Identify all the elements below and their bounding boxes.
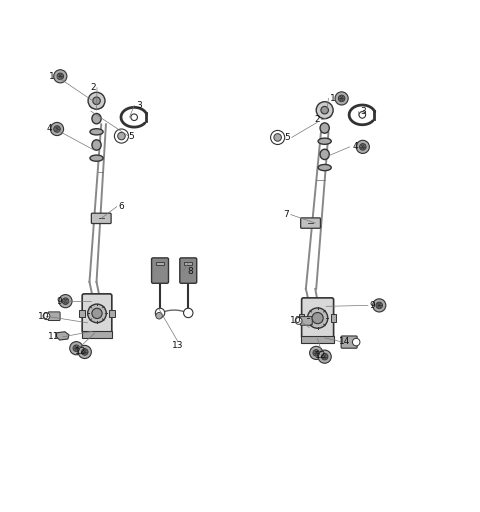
Text: 5: 5 bbox=[128, 132, 134, 141]
Circle shape bbox=[93, 97, 100, 104]
Circle shape bbox=[82, 349, 88, 355]
Circle shape bbox=[54, 70, 67, 83]
Text: 1: 1 bbox=[330, 94, 336, 103]
Text: 5: 5 bbox=[284, 133, 290, 142]
Ellipse shape bbox=[92, 140, 101, 150]
Circle shape bbox=[70, 342, 83, 355]
Circle shape bbox=[338, 95, 345, 102]
Bar bbox=[184, 262, 192, 265]
FancyBboxPatch shape bbox=[341, 336, 357, 348]
Text: 12: 12 bbox=[315, 351, 326, 360]
FancyBboxPatch shape bbox=[48, 312, 60, 321]
Circle shape bbox=[78, 346, 91, 358]
Circle shape bbox=[43, 313, 50, 319]
Circle shape bbox=[295, 317, 302, 324]
Ellipse shape bbox=[92, 114, 101, 124]
Ellipse shape bbox=[320, 123, 329, 133]
Circle shape bbox=[114, 129, 129, 143]
Circle shape bbox=[54, 126, 60, 132]
Text: 9: 9 bbox=[56, 296, 62, 306]
Circle shape bbox=[57, 73, 63, 79]
Circle shape bbox=[271, 131, 285, 144]
Circle shape bbox=[352, 338, 360, 346]
Circle shape bbox=[274, 134, 281, 141]
Circle shape bbox=[318, 350, 331, 363]
Circle shape bbox=[50, 122, 63, 136]
Ellipse shape bbox=[318, 138, 331, 144]
Circle shape bbox=[321, 106, 328, 114]
FancyBboxPatch shape bbox=[82, 294, 112, 333]
Text: 10: 10 bbox=[37, 312, 49, 321]
Circle shape bbox=[92, 308, 102, 318]
Text: 2: 2 bbox=[90, 83, 96, 92]
Circle shape bbox=[312, 312, 323, 324]
Bar bbox=[109, 310, 115, 317]
Bar bbox=[156, 262, 164, 265]
Circle shape bbox=[308, 308, 328, 328]
Text: 14: 14 bbox=[339, 337, 350, 346]
Ellipse shape bbox=[320, 149, 329, 160]
Circle shape bbox=[335, 92, 348, 105]
Text: 7: 7 bbox=[283, 210, 289, 219]
FancyBboxPatch shape bbox=[152, 258, 168, 283]
Text: 8: 8 bbox=[188, 267, 193, 275]
FancyBboxPatch shape bbox=[300, 218, 321, 228]
Circle shape bbox=[310, 346, 323, 359]
Text: 9: 9 bbox=[370, 301, 375, 310]
Circle shape bbox=[322, 353, 328, 360]
Text: 3: 3 bbox=[136, 101, 142, 110]
FancyBboxPatch shape bbox=[300, 316, 312, 325]
Circle shape bbox=[183, 308, 193, 317]
Bar bbox=[79, 310, 85, 317]
Circle shape bbox=[88, 304, 106, 323]
Circle shape bbox=[156, 312, 162, 319]
Ellipse shape bbox=[90, 102, 103, 109]
Bar bbox=[301, 336, 334, 343]
Text: 12: 12 bbox=[75, 347, 87, 355]
Text: 3: 3 bbox=[360, 106, 366, 116]
Ellipse shape bbox=[90, 155, 103, 161]
Circle shape bbox=[316, 102, 333, 119]
FancyBboxPatch shape bbox=[91, 213, 111, 224]
Circle shape bbox=[62, 298, 69, 305]
Ellipse shape bbox=[318, 164, 331, 170]
Bar bbox=[331, 314, 336, 322]
Polygon shape bbox=[57, 332, 69, 340]
Circle shape bbox=[356, 140, 370, 154]
Text: 4: 4 bbox=[47, 124, 52, 134]
Circle shape bbox=[372, 299, 386, 312]
Text: 10: 10 bbox=[290, 316, 301, 326]
Circle shape bbox=[59, 294, 72, 308]
Circle shape bbox=[376, 302, 383, 309]
Text: 4: 4 bbox=[352, 142, 358, 152]
Ellipse shape bbox=[90, 129, 103, 135]
FancyBboxPatch shape bbox=[180, 258, 197, 283]
Circle shape bbox=[88, 92, 105, 109]
Text: 11: 11 bbox=[48, 332, 60, 342]
Circle shape bbox=[156, 308, 165, 317]
Circle shape bbox=[131, 114, 137, 120]
Circle shape bbox=[313, 350, 320, 356]
Circle shape bbox=[360, 143, 366, 150]
Circle shape bbox=[359, 112, 366, 118]
Text: 6: 6 bbox=[119, 202, 124, 211]
Text: 13: 13 bbox=[172, 341, 184, 350]
Bar bbox=[299, 314, 304, 322]
Circle shape bbox=[73, 345, 80, 352]
Text: 1: 1 bbox=[49, 72, 55, 81]
Bar bbox=[82, 331, 112, 337]
FancyBboxPatch shape bbox=[301, 298, 334, 338]
Circle shape bbox=[118, 132, 125, 140]
Ellipse shape bbox=[318, 112, 331, 118]
Text: 2: 2 bbox=[315, 115, 321, 124]
